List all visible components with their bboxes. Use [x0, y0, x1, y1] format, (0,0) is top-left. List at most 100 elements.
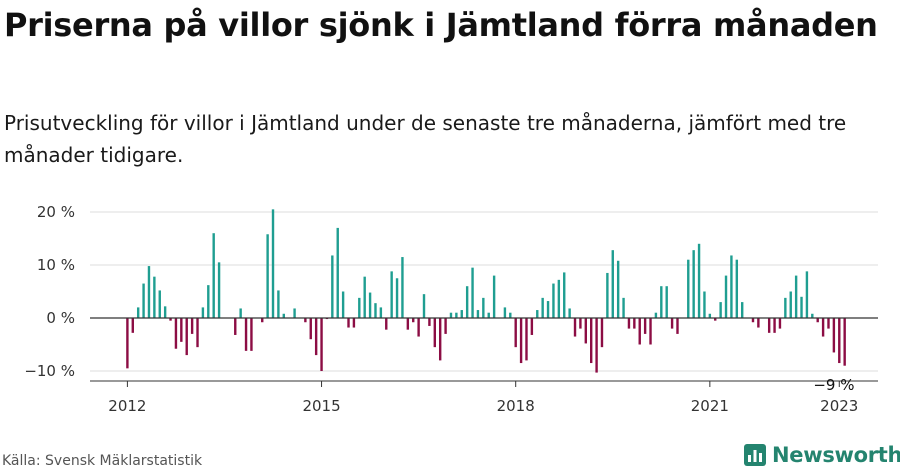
bar	[341, 291, 345, 318]
bar	[363, 276, 366, 318]
bar	[552, 283, 555, 318]
bar	[827, 318, 830, 329]
bar	[126, 318, 129, 369]
bar	[541, 297, 544, 318]
bar	[600, 318, 604, 348]
last-value-label: −9 %	[813, 376, 854, 394]
bar	[174, 318, 178, 349]
bar	[336, 227, 339, 318]
bar	[794, 275, 798, 318]
y-tick-label: 0 %	[46, 309, 75, 327]
source-note: Källa: Svensk Mäklarstatistik	[2, 453, 203, 469]
bar	[385, 318, 388, 330]
bar	[660, 286, 663, 318]
bar	[460, 310, 463, 318]
x-tick-label: 2021	[691, 397, 729, 415]
bar	[190, 318, 194, 334]
bar	[692, 250, 695, 318]
bar	[244, 318, 248, 351]
bar	[196, 318, 199, 348]
bar	[250, 318, 253, 351]
bar	[207, 285, 210, 318]
bar	[438, 318, 442, 361]
bar	[465, 286, 469, 318]
bar	[185, 318, 188, 356]
bar	[611, 250, 614, 318]
bar	[838, 318, 841, 364]
bar	[573, 318, 577, 337]
newsworthy-logo: Newsworthy	[744, 443, 900, 467]
bar	[843, 318, 846, 366]
chart-subtitle: Prisutveckling för villor i Jämtland und…	[4, 111, 847, 167]
bar	[633, 318, 636, 329]
bar	[444, 318, 447, 334]
bar	[530, 318, 534, 335]
bar	[331, 255, 334, 318]
bar	[503, 307, 507, 318]
bar	[217, 262, 221, 318]
bar	[422, 294, 426, 318]
bar	[649, 318, 652, 345]
bar	[665, 286, 668, 318]
x-tick-label: 2023	[820, 397, 858, 415]
bar	[277, 290, 280, 318]
bar	[406, 318, 410, 330]
bar	[401, 257, 404, 318]
bar	[358, 297, 361, 318]
bar	[131, 318, 134, 333]
bar	[773, 318, 776, 333]
bar	[395, 278, 399, 318]
bar	[261, 318, 264, 323]
bar	[757, 318, 760, 328]
bar	[563, 272, 566, 318]
bar	[714, 318, 717, 321]
bar	[816, 318, 819, 323]
x-tick-label: 2018	[497, 397, 535, 415]
bar	[266, 234, 269, 318]
bar	[379, 307, 383, 318]
axes	[90, 317, 878, 387]
bar	[708, 313, 712, 318]
bar	[719, 302, 722, 318]
bar	[546, 301, 550, 318]
bar	[606, 272, 609, 318]
bar	[670, 318, 674, 329]
y-tick-label: 20 %	[37, 203, 75, 221]
bar	[509, 312, 512, 318]
bar	[492, 275, 496, 318]
bar	[805, 271, 809, 318]
bar	[320, 318, 323, 371]
bar	[643, 318, 647, 334]
bar	[687, 259, 690, 318]
bar	[767, 318, 771, 333]
bar	[201, 307, 205, 318]
x-tick-label: 2015	[302, 397, 340, 415]
bar	[811, 313, 814, 318]
bar	[234, 318, 237, 335]
bar	[482, 297, 485, 318]
bar	[536, 310, 539, 318]
bar	[832, 318, 836, 353]
bar	[304, 318, 307, 323]
bar	[239, 308, 242, 318]
bar	[784, 297, 787, 318]
bar	[153, 276, 156, 318]
bar	[314, 318, 318, 356]
bar	[590, 318, 593, 364]
bar	[169, 318, 172, 321]
bar	[163, 306, 167, 318]
bar	[471, 267, 474, 318]
bar	[293, 308, 296, 318]
bar	[525, 318, 528, 361]
newsworthy-logo-text: Newsworthy	[772, 443, 900, 467]
bar	[778, 318, 782, 329]
bar	[180, 318, 183, 342]
bar	[789, 291, 792, 318]
bar	[735, 259, 739, 318]
bar	[368, 292, 372, 318]
bar	[724, 275, 728, 318]
bar	[627, 318, 631, 329]
bar	[487, 312, 490, 318]
bar	[741, 302, 744, 318]
bar	[654, 312, 658, 318]
